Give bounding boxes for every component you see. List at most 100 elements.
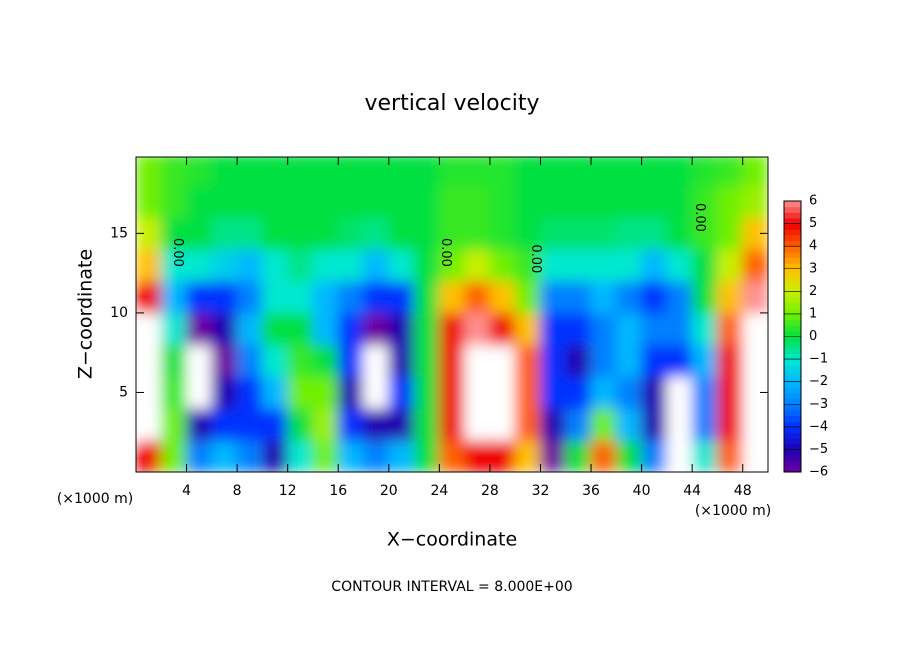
- cell: [413, 439, 440, 472]
- cell: [716, 439, 744, 472]
- cell: [211, 157, 238, 187]
- cell: [186, 344, 213, 378]
- colorbar-segment: [784, 364, 801, 371]
- cell: [666, 344, 693, 378]
- cell: [742, 248, 768, 282]
- cell: [565, 185, 592, 218]
- cell: [641, 216, 668, 250]
- cell: [691, 376, 718, 409]
- cell: [742, 439, 768, 472]
- colorbar-tick-label: 4: [809, 239, 817, 254]
- cell: [742, 185, 768, 218]
- cell: [388, 248, 415, 282]
- cell: [160, 280, 188, 314]
- cell: [438, 344, 466, 378]
- cell: [590, 185, 617, 218]
- cell: [312, 216, 339, 250]
- cell: [312, 376, 339, 409]
- colorbar-segment: [784, 268, 801, 275]
- cell: [337, 407, 365, 441]
- cell: [287, 376, 314, 409]
- cell: [186, 280, 213, 314]
- cell: [211, 248, 238, 282]
- cell: [413, 280, 440, 314]
- x-axis-label: X−coordinate: [387, 529, 517, 551]
- cell: [363, 376, 390, 409]
- cell: [590, 216, 617, 250]
- cell: [312, 439, 339, 472]
- colorbar-segment: [784, 421, 801, 428]
- cell: [413, 376, 440, 409]
- colorbar-tick-label: 3: [809, 261, 817, 276]
- cell: [464, 312, 491, 346]
- colorbar-segment: [784, 280, 801, 287]
- cell: [438, 439, 466, 472]
- cell: [136, 157, 162, 187]
- cell: [287, 157, 314, 187]
- cell: [716, 312, 744, 346]
- cell: [716, 344, 744, 378]
- cell: [287, 312, 314, 346]
- cell: [186, 157, 213, 187]
- cell: [514, 312, 541, 346]
- colorbar-segment: [784, 330, 801, 337]
- cell: [363, 312, 390, 346]
- cell: [742, 157, 768, 187]
- colorbar-segment: [784, 302, 801, 309]
- cell: [615, 185, 643, 218]
- cell: [615, 376, 643, 409]
- cell: [514, 280, 541, 314]
- colorbar-tick-label: 1: [809, 306, 817, 321]
- cell: [388, 185, 415, 218]
- cell: [666, 439, 693, 472]
- cell: [388, 280, 415, 314]
- colorbar-segment: [784, 223, 801, 230]
- cell: [186, 216, 213, 250]
- cell: [514, 248, 541, 282]
- cell: [464, 216, 491, 250]
- colorbar-segment: [784, 229, 801, 236]
- cell: [489, 157, 516, 187]
- plot-frame: [135, 156, 769, 473]
- cell: [691, 407, 718, 441]
- colorbar-segment: [784, 313, 801, 321]
- cell: [641, 439, 668, 472]
- cell: [641, 376, 668, 409]
- cell: [337, 185, 365, 218]
- cell: [514, 439, 541, 472]
- cell: [413, 185, 440, 218]
- colorbar-tick-label: −6: [809, 465, 828, 480]
- cell: [236, 157, 263, 187]
- cell: [236, 407, 263, 441]
- cell: [388, 376, 415, 409]
- cell: [160, 157, 188, 187]
- cell: [438, 248, 466, 282]
- contour-label: 0.00: [692, 203, 707, 232]
- colorbar-segment: [784, 201, 801, 208]
- cell: [666, 407, 693, 441]
- cell: [160, 312, 188, 346]
- x-tick-label: 8: [233, 483, 242, 499]
- cell: [489, 407, 516, 441]
- colorbar-segment: [784, 409, 801, 417]
- colorbar-segment: [784, 359, 801, 366]
- x-tick-label: 24: [430, 483, 448, 499]
- cell: [236, 312, 263, 346]
- cell: [261, 344, 289, 378]
- x-tick-label: 4: [182, 483, 191, 499]
- x-unit-label: (×1000 m): [695, 503, 771, 519]
- cell: [363, 216, 390, 250]
- cell: [666, 216, 693, 250]
- cell: [464, 344, 491, 378]
- cell: [261, 439, 289, 472]
- cell: [160, 185, 188, 218]
- cell: [565, 280, 592, 314]
- cell: [615, 312, 643, 346]
- colorbar-segment: [784, 404, 801, 411]
- cell: [388, 407, 415, 441]
- cell: [590, 407, 617, 441]
- colorbar-tick-label: −2: [809, 374, 828, 389]
- cell: [312, 185, 339, 218]
- cell: [136, 439, 162, 472]
- cell: [590, 344, 617, 378]
